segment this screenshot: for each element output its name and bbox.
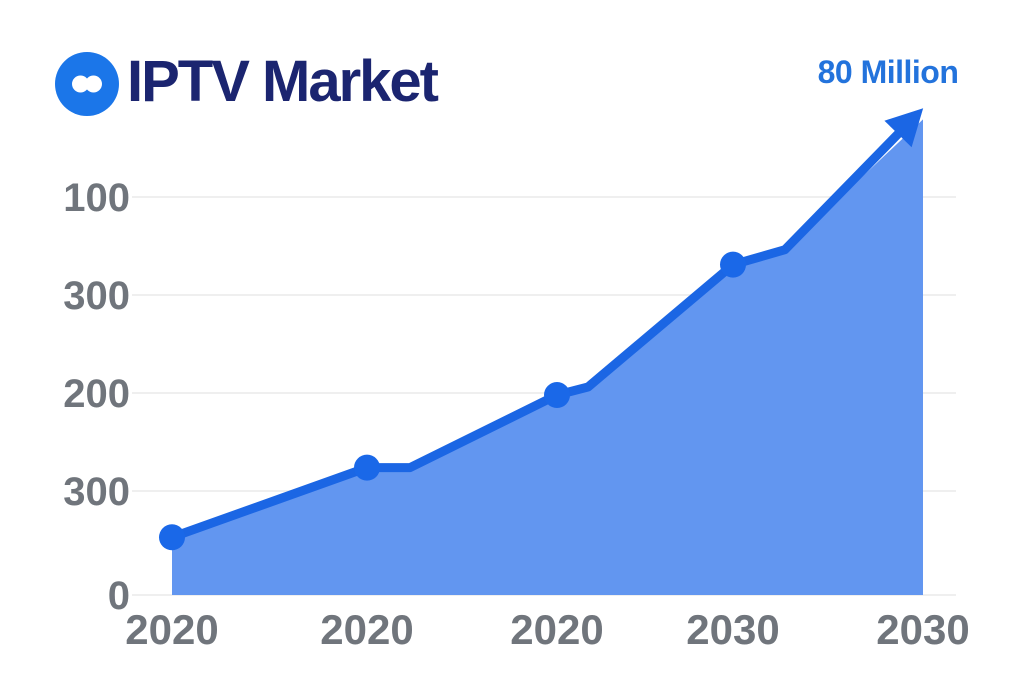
page-title: IPTV Market [127,49,439,114]
area-fill [172,119,923,595]
x-tick-label: 2020 [125,606,218,653]
y-tick-label: 0 [108,574,130,618]
y-tick-label: 300 [63,470,130,514]
x-tick-label: 2030 [686,606,779,653]
y-tick-label: 100 [63,176,130,220]
chart-header: IPTV Market 80 Million [0,0,1024,130]
x-tick-label: 2030 [876,606,969,653]
infinity-icon [55,52,119,116]
x-tick-label: 2020 [510,606,603,653]
x-tick-label: 2020 [320,606,413,653]
data-point-dot [544,382,570,409]
y-tick-label: 200 [63,372,130,416]
annotation-label: 80 Million [817,54,959,90]
y-tick-label: 300 [63,274,130,318]
trend-arrowhead-icon [884,108,924,148]
data-point-dot [159,524,185,551]
data-point-dot [354,454,380,481]
data-point-dot [720,251,746,278]
